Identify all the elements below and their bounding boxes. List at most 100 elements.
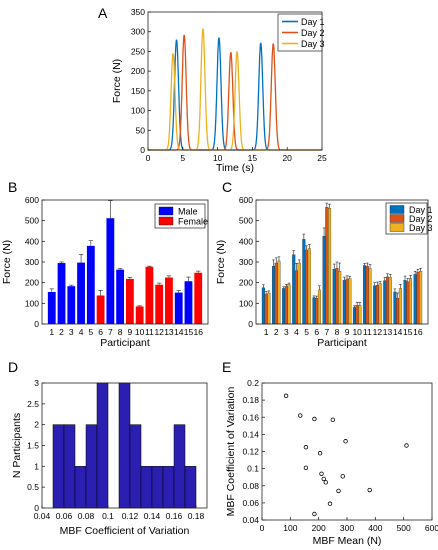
y-tick-label: 0	[140, 145, 145, 155]
y-tick-label: 300	[239, 257, 253, 267]
x-tick-label: 0.14	[144, 511, 161, 521]
y-tick-label: 0.06	[242, 498, 259, 508]
y-axis-title: N Participants	[11, 413, 23, 478]
bar	[408, 278, 413, 325]
bar	[86, 245, 95, 324]
histogram-bar	[140, 466, 153, 509]
x-axis-title: Participant	[317, 337, 367, 349]
y-tick-label: 1.5	[27, 441, 39, 451]
bar	[96, 295, 105, 324]
scatter-point	[319, 471, 324, 476]
x-tick-label: 600	[425, 523, 438, 533]
y-tick-label: 100	[25, 298, 39, 308]
bar	[406, 281, 410, 325]
bar	[284, 286, 288, 325]
bar	[396, 298, 400, 325]
x-tick-label: 0.08	[78, 511, 95, 521]
y-axis-title: Force (N)	[1, 240, 13, 284]
bar	[292, 254, 296, 325]
legend-swatch	[389, 223, 405, 232]
bar	[305, 249, 309, 325]
x-tick-label: 9	[345, 327, 350, 337]
y-tick-label: 100	[239, 298, 253, 308]
y-tick-label: 200	[131, 66, 145, 76]
bar	[342, 280, 346, 325]
bar	[67, 286, 76, 324]
bar	[57, 263, 66, 324]
histogram-bar	[85, 424, 98, 509]
y-tick-label: 0.2	[247, 378, 259, 388]
y-axis-title: Force (N)	[111, 59, 123, 103]
bar	[194, 272, 203, 324]
y-tick-label: 100	[131, 106, 145, 116]
y-tick-label: 0	[34, 503, 39, 513]
scatter-point	[317, 451, 323, 456]
bar	[322, 236, 326, 325]
x-tick-label: 25	[317, 153, 327, 163]
bar	[277, 260, 281, 325]
bar	[302, 239, 306, 325]
panel-label-e: E	[222, 359, 231, 375]
scatter-point	[340, 474, 345, 479]
bar	[393, 291, 397, 325]
x-tick-label: 12	[154, 327, 164, 337]
scatter-point	[367, 487, 372, 493]
x-tick-label: 1	[264, 327, 269, 337]
x-tick-label: 2	[274, 327, 279, 337]
bar	[47, 291, 56, 324]
histogram-bar	[151, 466, 164, 509]
bar	[312, 297, 316, 325]
y-tick-label: 600	[239, 195, 253, 205]
scatter-point	[327, 501, 333, 506]
y-tick-label: 200	[25, 278, 39, 288]
x-tick-label: 14	[393, 327, 403, 337]
x-tick-label: 200	[312, 523, 326, 533]
y-tick-label: 0.04	[242, 515, 259, 525]
bar	[297, 262, 301, 325]
y-tick-label: 0	[248, 319, 253, 329]
y-tick-label: 0	[34, 319, 39, 329]
bar	[261, 287, 265, 325]
x-tick-label: 10	[213, 153, 223, 163]
legend-label: Day 1	[409, 205, 433, 215]
bar	[355, 305, 359, 325]
x-tick-label: 0.04	[34, 511, 51, 521]
y-tick-label: 400	[25, 236, 39, 246]
scatter-point	[330, 417, 336, 423]
scatter-point	[343, 439, 348, 444]
x-tick-label: 10	[352, 327, 362, 337]
scatter-point	[312, 416, 317, 422]
bar	[413, 274, 417, 325]
y-tick-label: 0.08	[242, 481, 259, 491]
scatter-point	[323, 480, 328, 485]
x-tick-label: 15	[184, 327, 194, 337]
x-tick-label: 100	[283, 523, 297, 533]
legend-label: Day 2	[301, 28, 325, 38]
scatter-point	[321, 476, 326, 482]
legend-label: Day 2	[409, 214, 433, 224]
bar	[368, 268, 372, 325]
x-tick-label: 11	[145, 327, 154, 337]
histogram-bar	[173, 424, 186, 509]
y-tick-label: 300	[25, 257, 39, 267]
bar	[317, 289, 321, 325]
bar	[106, 218, 115, 324]
bar	[345, 278, 349, 325]
plot-area-frame	[147, 11, 323, 151]
bar	[125, 278, 134, 324]
y-tick-label: 250	[131, 46, 145, 56]
bar	[116, 269, 125, 324]
bar	[375, 284, 379, 325]
bar	[398, 288, 402, 325]
bar	[388, 277, 392, 325]
x-tick-label: 6	[314, 327, 319, 337]
scatter-point	[303, 445, 309, 450]
bar	[358, 305, 362, 325]
x-tick-label: 0.12	[122, 511, 139, 521]
x-tick-label: 0.06	[56, 511, 73, 521]
x-tick-label: 0	[146, 153, 151, 163]
y-tick-label: 0.5	[27, 482, 39, 492]
panel-label-c: C	[222, 179, 232, 195]
histogram-bar	[184, 466, 197, 509]
